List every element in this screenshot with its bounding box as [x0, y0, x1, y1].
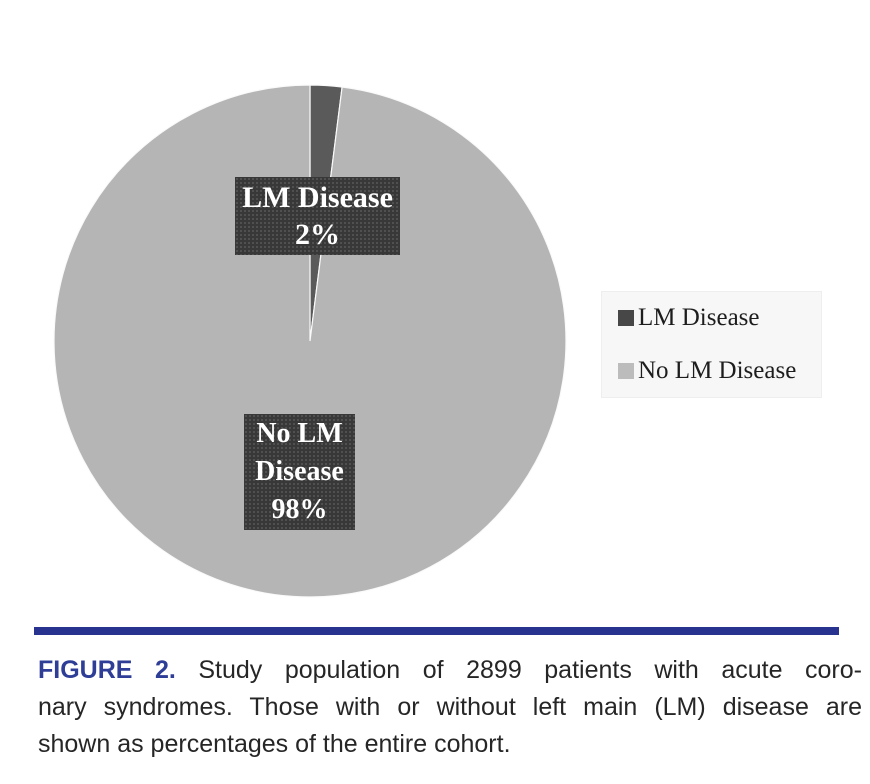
- caption-divider-rule: [34, 627, 839, 635]
- legend-swatch-dark-icon: [618, 310, 634, 327]
- figure-number-label: FIGURE 2.: [38, 656, 176, 684]
- caption-line-1-text: Study population of 2899 patients with a…: [198, 656, 862, 684]
- legend-label-no-lm-disease: No LM Disease: [638, 356, 797, 384]
- caption-line-1: FIGURE 2. Study population of 2899 patie…: [38, 652, 862, 689]
- pie-chart: [53, 84, 567, 598]
- chart-legend: LM Disease No LM Disease: [601, 291, 822, 398]
- pie-label-nolm-value: 98%: [271, 494, 328, 525]
- legend-item-no-lm-disease: No LM Disease: [618, 357, 821, 385]
- pie-label-nolm-line2: Disease: [255, 456, 344, 487]
- legend-item-lm-disease: LM Disease: [618, 304, 821, 332]
- legend-label-lm-disease: LM Disease: [638, 304, 760, 332]
- legend-swatch-light-icon: [618, 362, 634, 379]
- pie-label-nolm-line1: No LM: [256, 418, 343, 449]
- pie-label-lm-value: 2%: [295, 218, 340, 251]
- caption-line-3: shown as percentages of the entire cohor…: [38, 730, 511, 758]
- figure-caption: FIGURE 2. Study population of 2899 patie…: [38, 652, 862, 763]
- caption-line-2: nary syndromes. Those with or without le…: [38, 693, 862, 721]
- pie-label-lm-line1: LM Disease: [242, 181, 393, 214]
- pie-slice-no-lm-disease: [53, 84, 567, 598]
- pie-label-no-lm-disease: No LM Disease 98%: [244, 414, 355, 530]
- pie-label-lm-disease: LM Disease 2%: [235, 177, 400, 255]
